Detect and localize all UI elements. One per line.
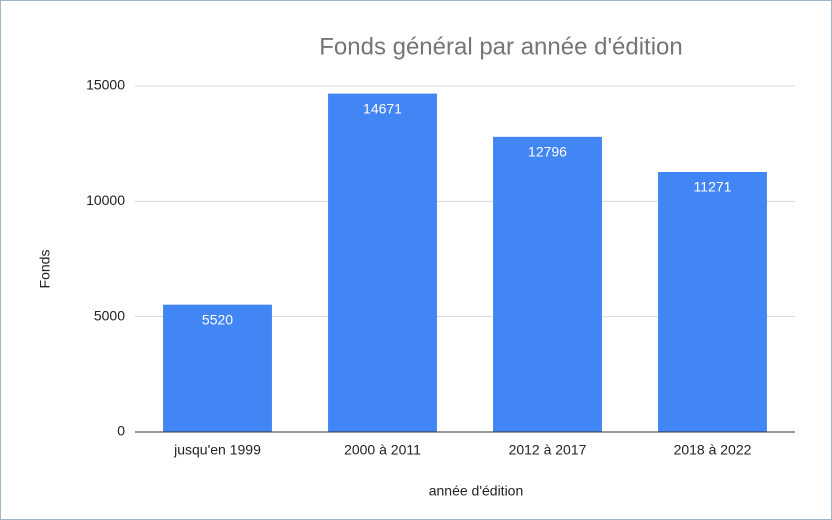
data-label: 5520 (202, 311, 233, 327)
y-tick-label: 0 (117, 423, 125, 439)
x-tick-label: 2000 à 2011 (344, 442, 421, 458)
bar (163, 304, 272, 432)
bar (493, 136, 602, 432)
y-tick-label: 10000 (86, 192, 125, 208)
y-tick-label: 15000 (86, 77, 125, 93)
y-axis-label: Fonds (37, 250, 53, 289)
y-tick-label: 5000 (94, 307, 125, 323)
x-tick-label: 2012 à 2017 (509, 442, 587, 458)
bar (328, 93, 437, 433)
bar (658, 172, 767, 432)
chart-title: Fonds général par année d'édition (319, 33, 683, 60)
x-tick-label: 2018 à 2022 (674, 442, 752, 458)
data-label: 12796 (528, 144, 567, 160)
x-tick-label: jusqu'en 1999 (173, 442, 261, 458)
data-label: 11271 (694, 179, 732, 195)
data-label: 14671 (363, 100, 402, 116)
x-axis-label: année d'édition (429, 483, 524, 499)
